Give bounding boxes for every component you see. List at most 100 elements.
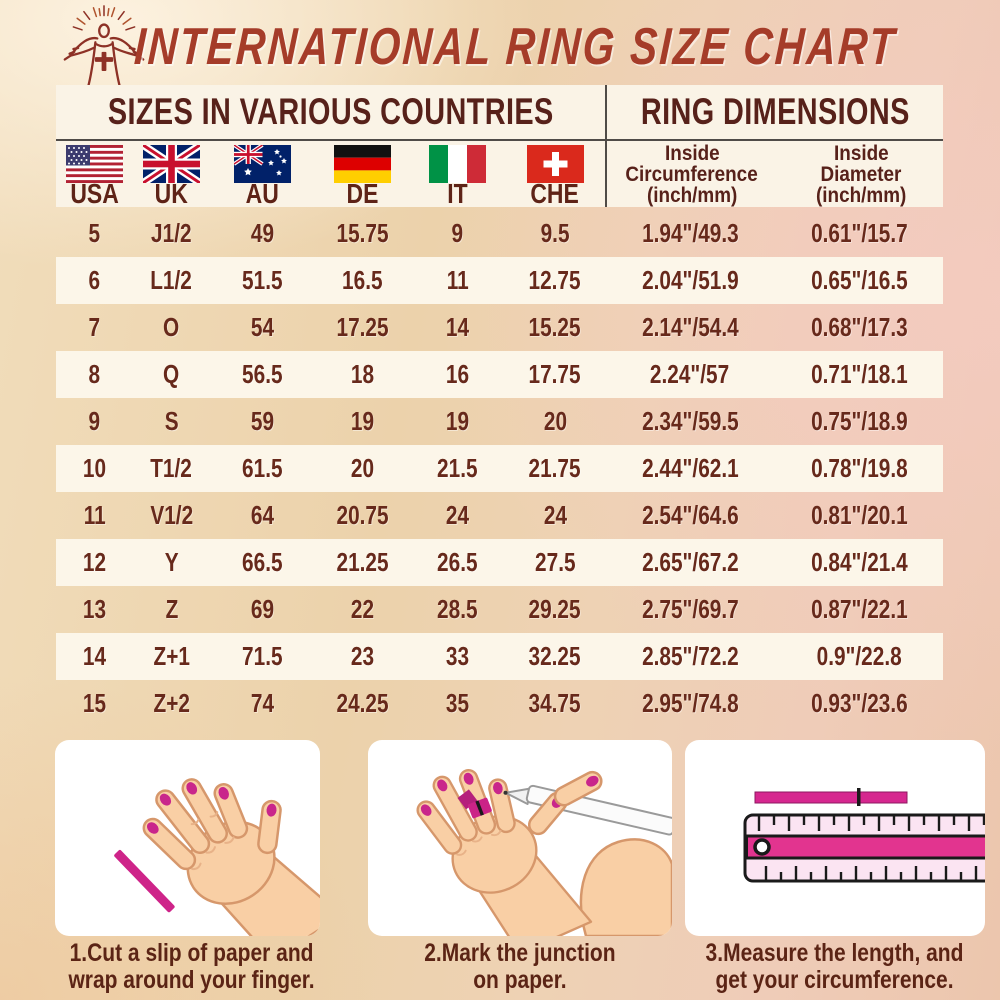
- table-cell: 5: [88, 218, 101, 248]
- table-cell: 15.75: [336, 218, 389, 248]
- country-column-de: DE: [315, 141, 410, 209]
- table-cell: Z: [165, 594, 178, 624]
- table-cell: 0.81"/20.1: [810, 500, 908, 530]
- table-cell: 66.5: [242, 547, 283, 577]
- table-cell: 0.68"/17.3: [810, 312, 908, 342]
- table-cell: 28.5: [437, 594, 478, 624]
- table-cell: 14: [82, 641, 107, 671]
- table-cell: 2.04"/51.9: [641, 265, 739, 295]
- table-cell: V1/2: [150, 500, 193, 530]
- country-column-au: AU: [210, 141, 315, 208]
- table-cell: 69: [250, 594, 275, 624]
- table-cell: Z+1: [153, 641, 190, 671]
- table-cell: 0.87"/22.1: [810, 594, 908, 624]
- table-cell: 18: [350, 359, 375, 389]
- table-cell: L1/2: [150, 265, 193, 295]
- table-cell: 74: [250, 688, 275, 718]
- table-row: 10 T1/2 61.5 20 21.5 21.75 2.44"/62.1 0.78"/19.…: [56, 445, 943, 492]
- caption-line: 1.Cut a slip of paper and: [69, 939, 314, 967]
- marking-junction-with-pen-illustration: [416, 769, 672, 936]
- italy-flag-icon: [429, 145, 486, 183]
- table-row: 9 S 59 19 19 20 2.34"/59.5 0.75"/18.9: [56, 398, 943, 445]
- usa-flag-icon: [66, 145, 123, 183]
- table-cell: 14: [445, 312, 470, 342]
- table-cell: 17.25: [336, 312, 389, 342]
- table-cell: 2.44"/62.1: [641, 453, 739, 483]
- table-cell: 12: [82, 547, 107, 577]
- table-row: 14 Z+1 71.5 23 33 32.25 2.85"/72.2 0.9"/22.8: [56, 633, 943, 680]
- table-cell: 9: [88, 406, 101, 436]
- col-header-circumference: Inside Circumference (inch/mm): [625, 142, 759, 207]
- table-row: 13 Z 69 22 28.5 29.25 2.75"/69.7 0.87"/22.1: [56, 586, 943, 633]
- table-cell: 9.5: [540, 218, 570, 248]
- table-cell: Y: [164, 547, 179, 577]
- table-cell: 23: [350, 641, 375, 671]
- table-cell: 15.25: [528, 312, 582, 342]
- table-cell: 20.75: [336, 500, 389, 530]
- flag-label-uk: UK: [154, 178, 189, 209]
- table-cell: S: [164, 406, 179, 436]
- table-cell: J1/2: [151, 218, 192, 248]
- table-cell: 0.75"/18.9: [810, 406, 908, 436]
- instruction-panel-1: [55, 740, 320, 936]
- table-cell: 59: [250, 406, 275, 436]
- table-cell: 24: [543, 500, 567, 530]
- table-cell: 2.75"/69.7: [641, 594, 739, 624]
- table-row: 12 Y 66.5 21.25 26.5 27.5 2.65"/67.2 0.84"/21.4: [56, 539, 943, 586]
- caption-line: 3.Measure the length, and: [706, 939, 964, 967]
- table-cell: 27.5: [534, 547, 576, 577]
- flag-label-de: DE: [346, 178, 379, 209]
- table-cell: 0.84"/21.4: [810, 547, 908, 577]
- table-cell: 0.65"/16.5: [810, 265, 908, 295]
- page-title: INTERNATIONAL RING SIZE CHART: [30, 16, 1000, 78]
- table-cell: 16: [445, 359, 470, 389]
- table-cell: 20: [350, 453, 375, 483]
- table-cell: 2.95"/74.8: [641, 688, 739, 718]
- table-row: 8 Q 56.5 18 16 17.75 2.24"/57 0.71"/18.1: [56, 351, 943, 398]
- countries-section: SIZES IN VARIOUS COUNTRIES: [56, 85, 605, 209]
- table-cell: 51.5: [242, 265, 283, 295]
- table-cell: 34.75: [528, 688, 582, 718]
- table-row: 6 L1/2 51.5 16.5 11 12.75 2.04"/51.9 0.65"/16.5: [56, 257, 943, 304]
- table-cell: 2.65"/67.2: [641, 547, 739, 577]
- table-cell: 10: [82, 453, 107, 483]
- table-cell: 29.25: [528, 594, 582, 624]
- table-cell: 64: [250, 500, 275, 530]
- table-cell: 24: [445, 500, 470, 530]
- flag-label-usa: USA: [70, 178, 119, 209]
- table-cell: 71.5: [242, 641, 283, 671]
- page-title-text: INTERNATIONAL RING SIZE CHART: [132, 18, 898, 76]
- table-cell: 20: [543, 406, 567, 436]
- table-cell: 2.14"/54.4: [641, 312, 739, 342]
- ruler-measuring-illustration: [743, 788, 985, 883]
- table-cell: 26.5: [437, 547, 478, 577]
- uk-flag-icon: [143, 145, 200, 183]
- table-cell: 0.78"/19.8: [810, 453, 908, 483]
- table-row: 7 O 54 17.25 14 15.25 2.14"/54.4 0.68"/17.3: [56, 304, 943, 351]
- table-cell: Q: [163, 359, 180, 389]
- caption-line: 2.Mark the junction: [424, 939, 616, 967]
- table-row: 11 V1/2 64 20.75 24 24 2.54"/64.6 0.81"/20.1: [56, 492, 943, 539]
- size-table-rows: 5 J1/2 49 15.75 9 9.5 1.94"/49.3 0.61"/15.7 6 L1/…: [56, 210, 943, 727]
- table-cell: 21.25: [336, 547, 389, 577]
- section-title-dimensions: RING DIMENSIONS: [607, 85, 943, 141]
- table-cell: 13: [82, 594, 107, 624]
- col-header-diameter: Inside Diameter (inch/mm): [815, 142, 907, 207]
- instruction-panel-2: [368, 740, 672, 936]
- table-cell: 35: [445, 688, 470, 718]
- hand-with-paper-strip-illustration: [114, 778, 320, 936]
- table-cell: 1.94"/49.3: [641, 218, 739, 248]
- table-cell: 11: [446, 265, 469, 295]
- table-row: 15 Z+2 74 24.25 35 34.75 2.95"/74.8 0.93"/23.6: [56, 680, 943, 727]
- table-cell: 19: [350, 406, 375, 436]
- table-cell: 16.5: [342, 265, 383, 295]
- country-column-che: CHE: [505, 141, 605, 208]
- dimensions-section: RING DIMENSIONS Inside Circumference (in…: [605, 85, 943, 207]
- country-column-usa: USA: [56, 141, 133, 209]
- caption-line: wrap around your finger.: [68, 966, 315, 994]
- table-cell: 7: [88, 312, 101, 342]
- table-cell: 32.25: [528, 641, 582, 671]
- table-cell: 0.61"/15.7: [810, 218, 908, 248]
- table-cell: T1/2: [150, 453, 193, 483]
